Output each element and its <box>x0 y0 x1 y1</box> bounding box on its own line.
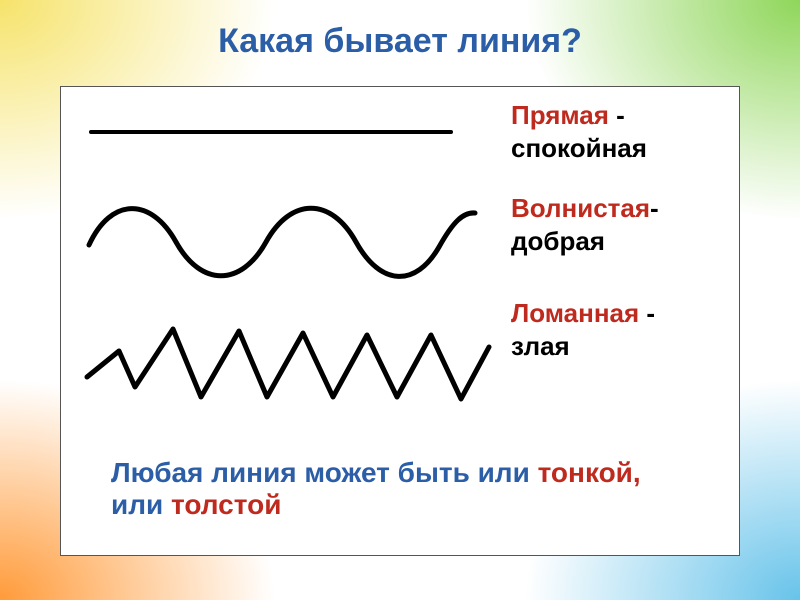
bottom-part2: или <box>111 489 171 520</box>
zigzag-line-graphic <box>81 317 501 417</box>
straight-line-graphic <box>81 122 461 142</box>
zigzag-label-black: злая <box>511 330 655 363</box>
bottom-accent2: толстой <box>171 489 281 520</box>
wavy-label-dash: - <box>650 193 659 223</box>
straight-line-label: Прямая - спокойная <box>511 99 647 164</box>
wavy-label-red: Волнистая <box>511 193 650 223</box>
bottom-accent1: тонкой, <box>538 457 641 488</box>
zigzag-label-dash: - <box>639 298 655 328</box>
bottom-caption: Любая линия может быть или тонкой, или т… <box>111 457 671 521</box>
wavy-line-graphic <box>81 187 481 287</box>
wavy-label-black: добрая <box>511 225 659 258</box>
page-title: Какая бывает линия? <box>0 22 800 61</box>
straight-label-black: спокойная <box>511 132 647 165</box>
zigzag-label-red: Ломанная <box>511 298 639 328</box>
straight-label-dash: - <box>609 100 625 130</box>
content-card: Прямая - спокойная Волнистая- добрая Лом… <box>60 86 740 556</box>
zigzag-line-label: Ломанная - злая <box>511 297 655 362</box>
straight-label-red: Прямая <box>511 100 609 130</box>
wavy-line-label: Волнистая- добрая <box>511 192 659 257</box>
bottom-part1: Любая линия может быть или <box>111 457 538 488</box>
